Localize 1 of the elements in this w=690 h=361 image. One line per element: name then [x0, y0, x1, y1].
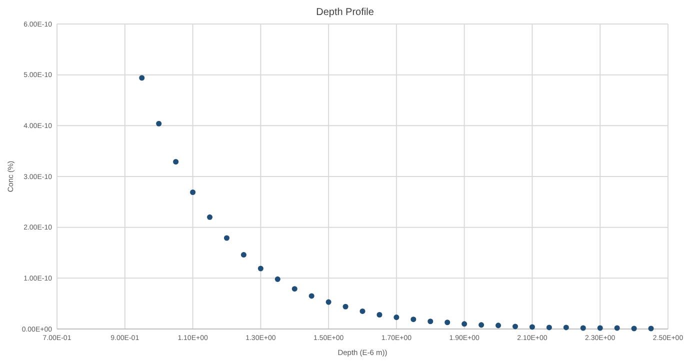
chart-title: Depth Profile	[316, 7, 374, 18]
